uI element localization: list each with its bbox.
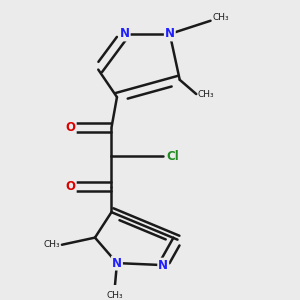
Text: Cl: Cl [167, 150, 179, 163]
Text: CH₃: CH₃ [106, 291, 123, 300]
Text: CH₃: CH₃ [44, 240, 60, 249]
Text: N: N [158, 259, 168, 272]
Text: O: O [66, 180, 76, 193]
Text: CH₃: CH₃ [212, 13, 229, 22]
Text: N: N [112, 256, 122, 270]
Text: N: N [120, 28, 130, 40]
Text: CH₃: CH₃ [198, 89, 214, 98]
Text: N: N [165, 28, 175, 40]
Text: O: O [66, 121, 76, 134]
